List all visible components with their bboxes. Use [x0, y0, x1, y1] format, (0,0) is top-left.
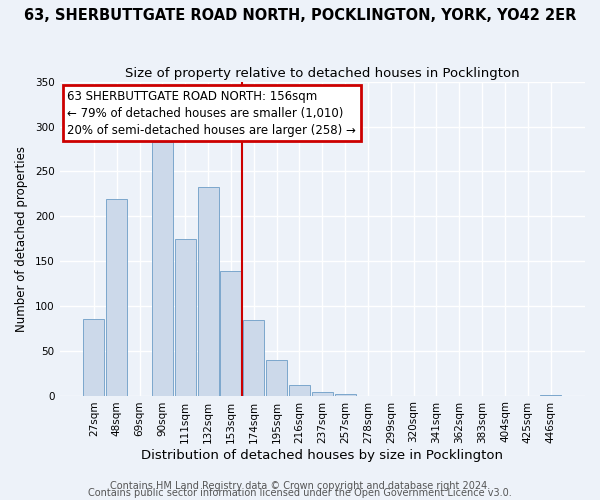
- Bar: [540, 394, 561, 396]
- Bar: [312, 392, 333, 396]
- Text: 63, SHERBUTTGATE ROAD NORTH, POCKLINGTON, YORK, YO42 2ER: 63, SHERBUTTGATE ROAD NORTH, POCKLINGTON…: [24, 8, 576, 22]
- Bar: [289, 385, 310, 396]
- X-axis label: Distribution of detached houses by size in Pocklington: Distribution of detached houses by size …: [141, 450, 503, 462]
- Text: Contains public sector information licensed under the Open Government Licence v3: Contains public sector information licen…: [88, 488, 512, 498]
- Y-axis label: Number of detached properties: Number of detached properties: [15, 146, 28, 332]
- Text: Contains HM Land Registry data © Crown copyright and database right 2024.: Contains HM Land Registry data © Crown c…: [110, 481, 490, 491]
- Title: Size of property relative to detached houses in Pocklington: Size of property relative to detached ho…: [125, 68, 520, 80]
- Bar: [106, 199, 127, 396]
- Bar: [175, 238, 196, 396]
- Text: 63 SHERBUTTGATE ROAD NORTH: 156sqm
← 79% of detached houses are smaller (1,010)
: 63 SHERBUTTGATE ROAD NORTH: 156sqm ← 79%…: [67, 90, 356, 136]
- Bar: [83, 320, 104, 396]
- Bar: [197, 188, 218, 396]
- Bar: [152, 142, 173, 396]
- Bar: [220, 271, 241, 396]
- Bar: [335, 394, 356, 396]
- Bar: [266, 360, 287, 396]
- Bar: [243, 320, 264, 396]
